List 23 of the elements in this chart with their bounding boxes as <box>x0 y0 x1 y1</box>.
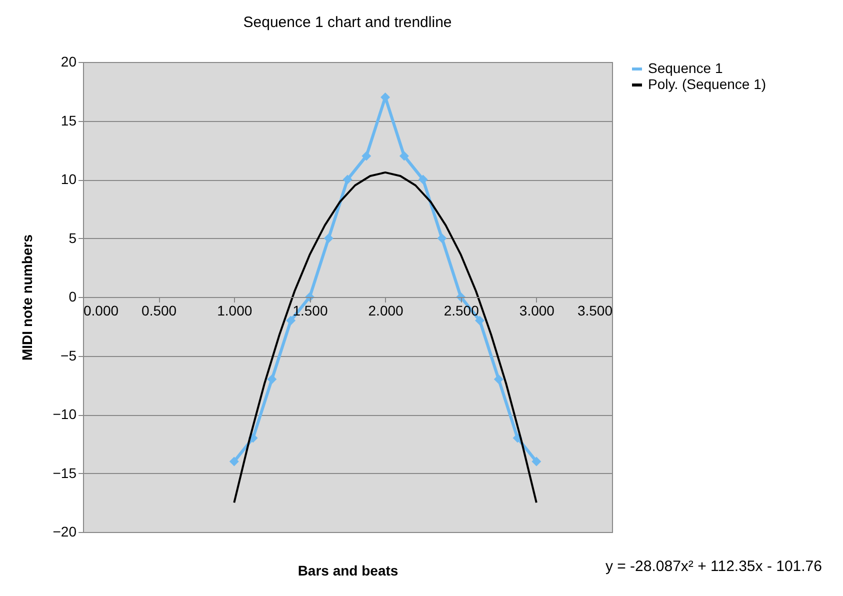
x-tick-label: 2.500 <box>444 302 480 318</box>
y-axis-title: MIDI note numbers <box>18 234 35 361</box>
y-tick-label: −20 <box>52 524 77 540</box>
x-tick-label: 1.000 <box>217 302 252 318</box>
x-axis-title: Bars and beats <box>298 562 398 578</box>
y-tick-label: 5 <box>68 230 77 246</box>
x-tick-label: 3.000 <box>519 302 555 318</box>
x-tick-label: 3.500 <box>577 302 613 318</box>
chart-title: Sequence 1 chart and trendline <box>243 14 452 31</box>
y-tick-label: 10 <box>60 171 77 187</box>
legend-label: Sequence 1 <box>648 60 723 76</box>
y-tick-label: −5 <box>60 347 77 364</box>
x-tick-label: 0.000 <box>84 302 119 318</box>
y-tick-label: −15 <box>52 464 77 481</box>
y-tick-label: 0 <box>68 288 77 304</box>
y-tick-label: 15 <box>60 112 77 128</box>
x-tick-label: 0.500 <box>142 302 177 318</box>
legend-label: Poly. (Sequence 1) <box>648 76 766 92</box>
y-tick-label: 20 <box>60 54 77 70</box>
x-tick-label: 2.000 <box>368 302 404 318</box>
x-tick-label: 1.500 <box>292 302 328 318</box>
text: y = -28.087x² + 112.35x - 101.76 <box>605 558 822 575</box>
y-tick-label: −10 <box>52 406 77 422</box>
